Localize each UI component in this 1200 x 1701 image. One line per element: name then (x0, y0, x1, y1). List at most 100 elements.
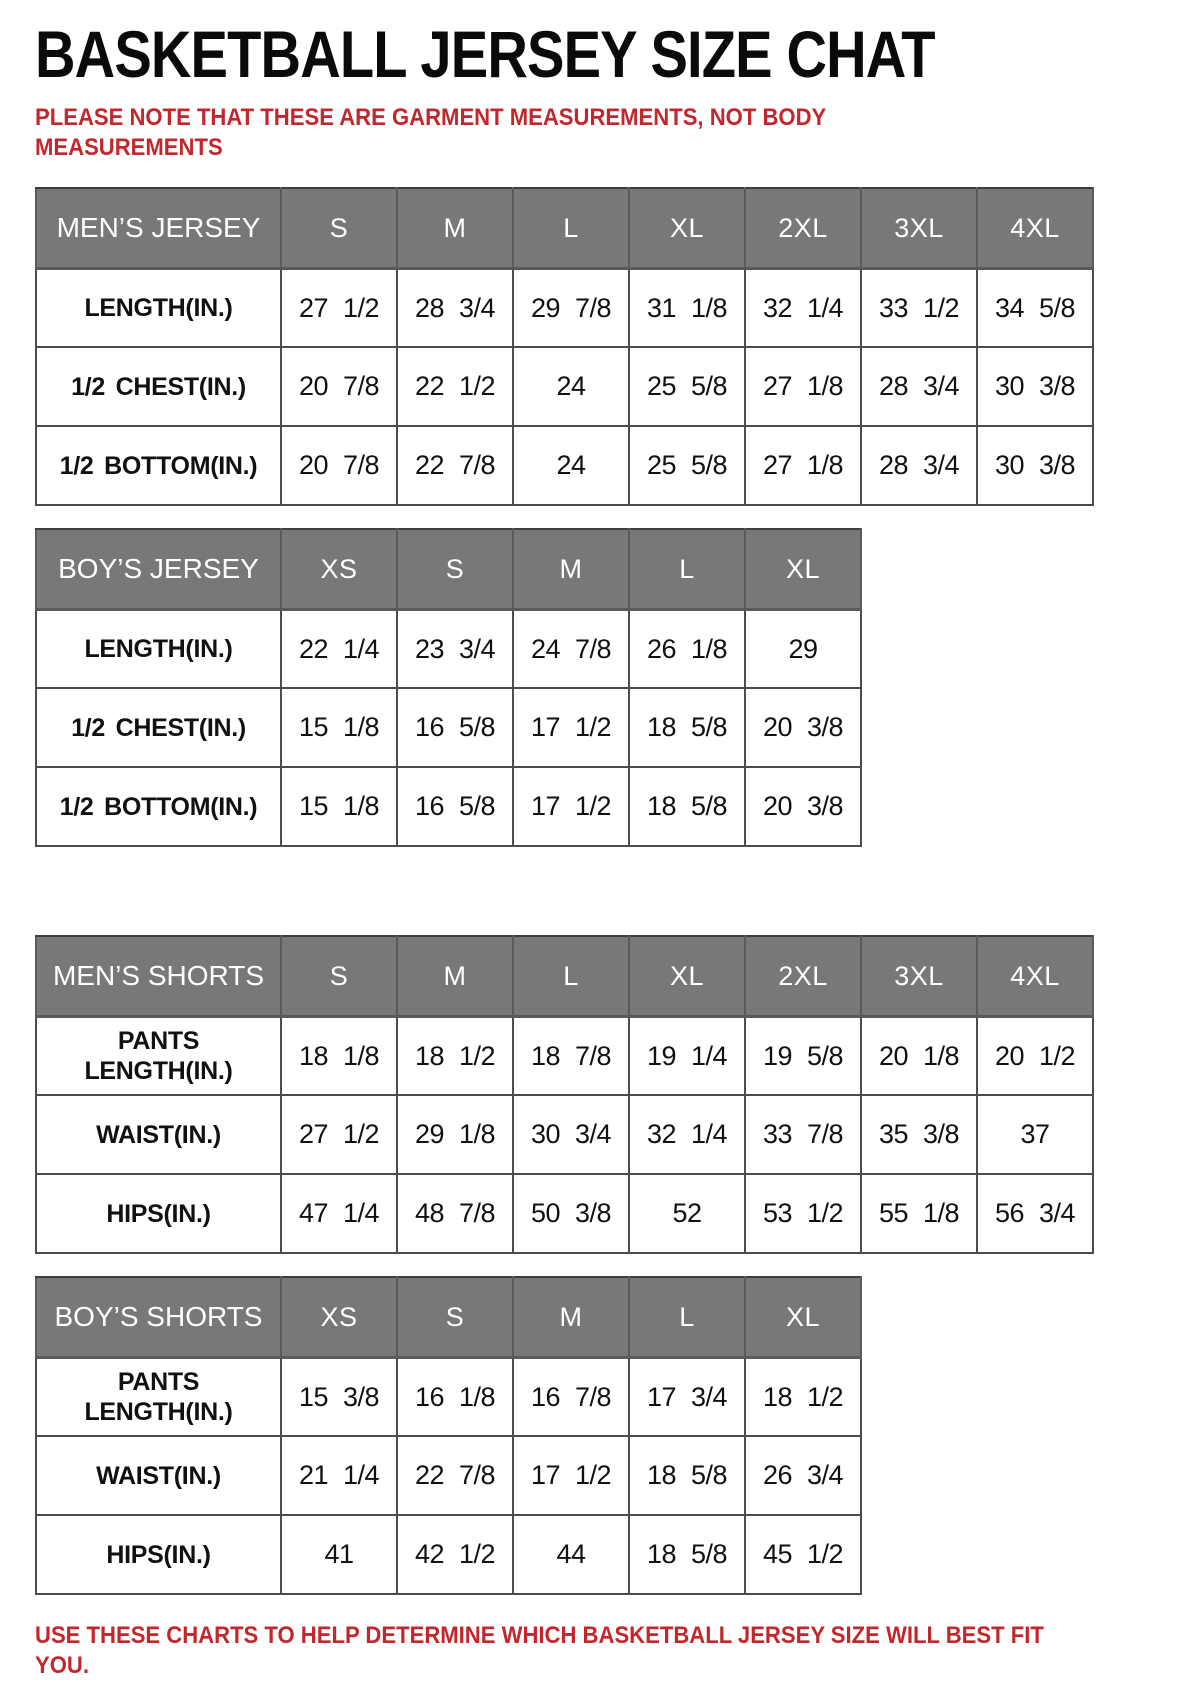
value-cell: 23 3/4 (396, 608, 514, 690)
value-cell: 41 (280, 1514, 398, 1596)
value-cell: 48 7/8 (396, 1173, 514, 1255)
value-cell: 18 5/8 (628, 766, 746, 848)
value-cell: 15 1/8 (280, 687, 398, 769)
value-cell: 18 1/8 (280, 1015, 398, 1097)
measurement-row: PANTS LENGTH(IN.) 15 3/8 16 1/8 16 7/8 17 3/… (35, 1356, 862, 1438)
size-column-header: XL (744, 1276, 862, 1359)
value-cell: 28 3/4 (860, 425, 978, 507)
value-cell: 16 7/8 (512, 1356, 630, 1438)
measurement-row: HIPS(IN.) 41 42 1/2 44 18 5/8 45 1/2 (35, 1514, 862, 1596)
size-column-header: 4XL (976, 935, 1094, 1018)
size-column-header: S (396, 528, 514, 611)
size-column-header: 2XL (744, 187, 862, 270)
row-label-cell: HIPS(IN.) (35, 1173, 282, 1255)
value-cell: 28 3/4 (396, 267, 514, 349)
measurement-row: 1/2 CHEST(IN.) 15 1/8 16 5/8 17 1/2 18 5/8 20… (35, 687, 862, 769)
row-label-cell: LENGTH(IN.) (35, 608, 282, 690)
size-column-header: XS (280, 528, 398, 611)
row-label-cell: HIPS(IN.) (35, 1514, 282, 1596)
value-cell: 53 1/2 (744, 1173, 862, 1255)
value-cell: 22 1/2 (396, 346, 514, 428)
value-cell: 24 (512, 346, 630, 428)
value-cell: 37 (976, 1094, 1094, 1176)
value-cell: 26 1/8 (628, 608, 746, 690)
value-cell: 22 7/8 (396, 425, 514, 507)
row-label-cell: PANTS LENGTH(IN.) (35, 1356, 282, 1438)
measurement-row: 1/2 BOTTOM(IN.) 20 7/8 22 7/8 24 25 5/8 27 1/… (35, 425, 1094, 507)
measurement-row: WAIST(IN.) 27 1/2 29 1/8 30 3/4 32 1/4 33 7/8… (35, 1094, 1094, 1176)
size-table-men-s-jersey: MEN’S JERSEY S M L XL 2XL 3XL 4XL LENGTH(IN.) 27 … (35, 187, 1094, 507)
header-row: BOY’S JERSEY XS S M L XL (35, 528, 862, 611)
value-cell: 27 1/8 (744, 346, 862, 428)
value-cell: 28 3/4 (860, 346, 978, 428)
value-cell: 20 7/8 (280, 346, 398, 428)
value-cell: 18 5/8 (628, 687, 746, 769)
value-cell: 17 1/2 (512, 766, 630, 848)
size-table-boy-s-jersey: BOY’S JERSEY XS S M L XL LENGTH(IN.) 22 1/4 23 3… (35, 528, 862, 848)
value-cell: 17 1/2 (512, 1435, 630, 1517)
size-column-header: XL (628, 187, 746, 270)
value-cell: 52 (628, 1173, 746, 1255)
value-cell: 27 1/2 (280, 1094, 398, 1176)
value-cell: 18 7/8 (512, 1015, 630, 1097)
measurement-row: LENGTH(IN.) 27 1/2 28 3/4 29 7/8 31 1/8 32 1/… (35, 267, 1094, 349)
value-cell: 27 1/8 (744, 425, 862, 507)
value-cell: 17 3/4 (628, 1356, 746, 1438)
value-cell: 26 3/4 (744, 1435, 862, 1517)
value-cell: 16 5/8 (396, 687, 514, 769)
table-title-cell: BOY’S SHORTS (35, 1276, 282, 1359)
header-row: MEN’S SHORTS S M L XL 2XL 3XL 4XL (35, 935, 1094, 1018)
value-cell: 18 5/8 (628, 1514, 746, 1596)
value-cell: 16 1/8 (396, 1356, 514, 1438)
size-column-header: 3XL (860, 187, 978, 270)
table-title-cell: BOY’S JERSEY (35, 528, 282, 611)
value-cell: 42 1/2 (396, 1514, 514, 1596)
value-cell: 15 3/8 (280, 1356, 398, 1438)
value-cell: 20 3/8 (744, 687, 862, 769)
value-cell: 25 5/8 (628, 425, 746, 507)
value-cell: 27 1/2 (280, 267, 398, 349)
fit-guidance-note-text: USE THESE CHARTS TO HELP DETERMINE WHICH… (35, 1622, 1044, 1680)
measurement-row: HIPS(IN.) 47 1/4 48 7/8 50 3/8 52 53 1/2 55 1/… (35, 1173, 1094, 1255)
value-cell: 45 1/2 (744, 1514, 862, 1596)
page-title-text: BASKETBALL JERSEY SIZE CHAT (35, 17, 936, 91)
value-cell: 19 1/4 (628, 1015, 746, 1097)
measurement-row: LENGTH(IN.) 22 1/4 23 3/4 24 7/8 26 1/8 29 (35, 608, 862, 690)
value-cell: 22 7/8 (396, 1435, 514, 1517)
table-title-cell: MEN’S JERSEY (35, 187, 282, 270)
value-cell: 47 1/4 (280, 1173, 398, 1255)
value-cell: 32 1/4 (628, 1094, 746, 1176)
value-cell: 55 1/8 (860, 1173, 978, 1255)
value-cell: 17 1/2 (512, 687, 630, 769)
size-table-boy-s-shorts: BOY’S SHORTS XS S M L XL PANTS LENGTH(IN.) 15 3… (35, 1276, 862, 1596)
garment-measurements-note-text: PLEASE NOTE THAT THESE ARE GARMENT MEASU… (35, 104, 826, 162)
header-row: BOY’S SHORTS XS S M L XL (35, 1276, 862, 1359)
value-cell: 16 5/8 (396, 766, 514, 848)
measurement-row: WAIST(IN.) 21 1/4 22 7/8 17 1/2 18 5/8 26 3/4 (35, 1435, 862, 1517)
value-cell: 20 1/2 (976, 1015, 1094, 1097)
value-cell: 29 1/8 (396, 1094, 514, 1176)
row-label-cell: WAIST(IN.) (35, 1094, 282, 1176)
value-cell: 22 1/4 (280, 608, 398, 690)
size-column-header: 4XL (976, 187, 1094, 270)
row-label-cell: 1/2 BOTTOM(IN.) (35, 425, 282, 507)
size-column-header: XS (280, 1276, 398, 1359)
value-cell: 20 1/8 (860, 1015, 978, 1097)
garment-measurements-note: PLEASE NOTE THAT THESE ARE GARMENT MEASU… (35, 103, 895, 163)
row-label-cell: 1/2 BOTTOM(IN.) (35, 766, 282, 848)
value-cell: 20 3/8 (744, 766, 862, 848)
value-cell: 19 5/8 (744, 1015, 862, 1097)
value-cell: 18 1/2 (396, 1015, 514, 1097)
measurement-row: 1/2 BOTTOM(IN.) 15 1/8 16 5/8 17 1/2 18 5/8 2… (35, 766, 862, 848)
size-column-header: M (512, 528, 630, 611)
value-cell: 32 1/4 (744, 267, 862, 349)
size-column-header: L (628, 1276, 746, 1359)
value-cell: 30 3/8 (976, 425, 1094, 507)
row-label-cell: WAIST(IN.) (35, 1435, 282, 1517)
value-cell: 30 3/4 (512, 1094, 630, 1176)
value-cell: 35 3/8 (860, 1094, 978, 1176)
value-cell: 18 1/2 (744, 1356, 862, 1438)
value-cell: 33 7/8 (744, 1094, 862, 1176)
size-column-header: XL (744, 528, 862, 611)
